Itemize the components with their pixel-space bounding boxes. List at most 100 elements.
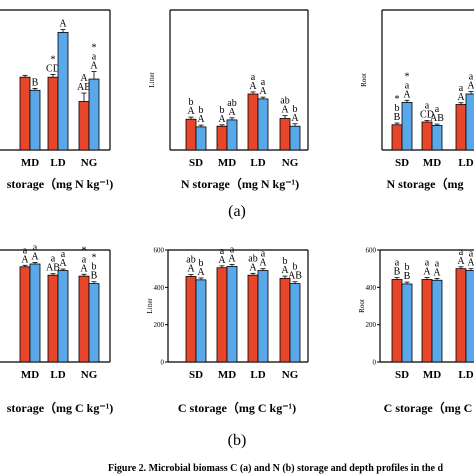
y-axis-label: Litter — [148, 72, 156, 88]
significance-label: A — [281, 105, 289, 116]
significance-label: b — [199, 258, 204, 269]
significance-label: ab — [186, 255, 195, 266]
bar-blue — [88, 283, 100, 363]
significance-label: A — [80, 73, 88, 84]
bar-red — [421, 121, 433, 151]
significance-label: A — [457, 92, 465, 103]
bar-blue — [88, 78, 100, 151]
bar-red — [185, 276, 197, 363]
significance-label: * — [395, 94, 400, 105]
significance-label: A — [249, 262, 257, 273]
category-label: SD — [395, 157, 409, 169]
significance-label: a — [23, 245, 28, 256]
significance-label: A — [31, 252, 39, 263]
significance-label: ab — [280, 96, 289, 107]
significance-label: A — [197, 114, 205, 125]
significance-label: A — [423, 267, 431, 278]
significance-label: b — [92, 262, 97, 273]
significance-label: A — [218, 255, 226, 266]
category-label: MD — [218, 369, 236, 381]
bar-blue — [401, 283, 413, 363]
significance-label: A — [433, 267, 441, 278]
significance-label: AB — [288, 271, 302, 282]
bar-blue — [401, 102, 413, 151]
bar-blue — [29, 263, 41, 363]
significance-label: A — [21, 254, 29, 265]
bar-blue — [289, 125, 301, 151]
bar-blue — [195, 279, 207, 363]
category-label: MD — [218, 157, 236, 169]
significance-label: B — [404, 271, 411, 282]
significance-label: a — [82, 254, 87, 265]
bar-red — [78, 275, 90, 363]
bar-blue — [431, 125, 443, 151]
bar-red — [185, 118, 197, 151]
significance-label: a — [251, 72, 256, 83]
significance-label: b — [283, 256, 288, 267]
significance-label: ab — [248, 253, 257, 264]
bar-red — [391, 124, 403, 151]
significance-label: A — [291, 113, 299, 124]
bar-blue — [29, 89, 41, 151]
bar-blue — [195, 126, 207, 151]
significance-label: a — [230, 245, 235, 256]
category-label: LD — [250, 369, 265, 381]
category-label: NG — [81, 369, 98, 381]
y-tick-label: 0 — [161, 359, 165, 367]
significance-label: * — [92, 253, 97, 264]
significance-label: a — [220, 246, 225, 257]
significance-label: a — [469, 249, 474, 260]
bar-red — [455, 104, 467, 151]
category-label: LD — [50, 157, 65, 169]
bar-red — [47, 274, 59, 363]
significance-label: AB — [46, 263, 60, 274]
category-label: MD — [423, 369, 441, 381]
significance-label: AB — [430, 113, 444, 124]
category-label: LD — [250, 157, 265, 169]
significance-label: A — [403, 89, 411, 100]
y-tick-label: 200 — [366, 321, 377, 329]
y-axis-label: Litter — [146, 298, 154, 314]
category-label: SD — [395, 369, 409, 381]
y-tick-label: 400 — [366, 284, 377, 292]
x-axis-label: storage（mg N kg⁻¹) — [7, 176, 114, 191]
significance-label: a — [33, 243, 38, 254]
x-axis-label: N storage（mg N kg⁻¹) — [181, 176, 299, 191]
bar-red — [216, 267, 228, 363]
bar-red — [47, 76, 59, 151]
bar-red — [78, 101, 90, 151]
y-axis-label: Root — [358, 299, 366, 313]
significance-label: CD — [420, 110, 434, 121]
category-label: LD — [50, 369, 65, 381]
significance-label: A — [457, 256, 465, 267]
bar-blue — [226, 266, 238, 363]
significance-label: A — [187, 106, 195, 117]
category-label: LD — [458, 157, 473, 169]
panel-label-a: (a) — [228, 203, 246, 220]
bar-red — [391, 279, 403, 363]
significance-label: a — [435, 104, 440, 115]
significance-label: A — [467, 258, 474, 269]
significance-label: A — [80, 263, 88, 274]
bar-blue — [226, 119, 238, 151]
significance-label: A — [228, 254, 236, 265]
bar-red — [216, 125, 228, 151]
category-label: NG — [282, 157, 299, 169]
bar-red — [455, 268, 467, 363]
significance-label: b — [293, 104, 298, 115]
bar-blue — [431, 279, 443, 363]
bar-red — [279, 118, 291, 151]
bar-red — [19, 266, 31, 363]
significance-label: a — [261, 249, 266, 260]
bar-blue — [57, 32, 69, 151]
bar-blue — [465, 270, 474, 363]
y-tick-label: 400 — [154, 284, 165, 292]
x-axis-label: N storage（mg — [387, 176, 464, 191]
figure-caption: Figure 2. Microbial biomass C (a) and N … — [108, 463, 443, 474]
significance-label: A — [218, 114, 226, 125]
y-tick-label: 600 — [366, 247, 377, 255]
significance-label: a — [425, 101, 430, 112]
significance-label: b — [189, 97, 194, 108]
significance-label: ab — [227, 98, 236, 109]
